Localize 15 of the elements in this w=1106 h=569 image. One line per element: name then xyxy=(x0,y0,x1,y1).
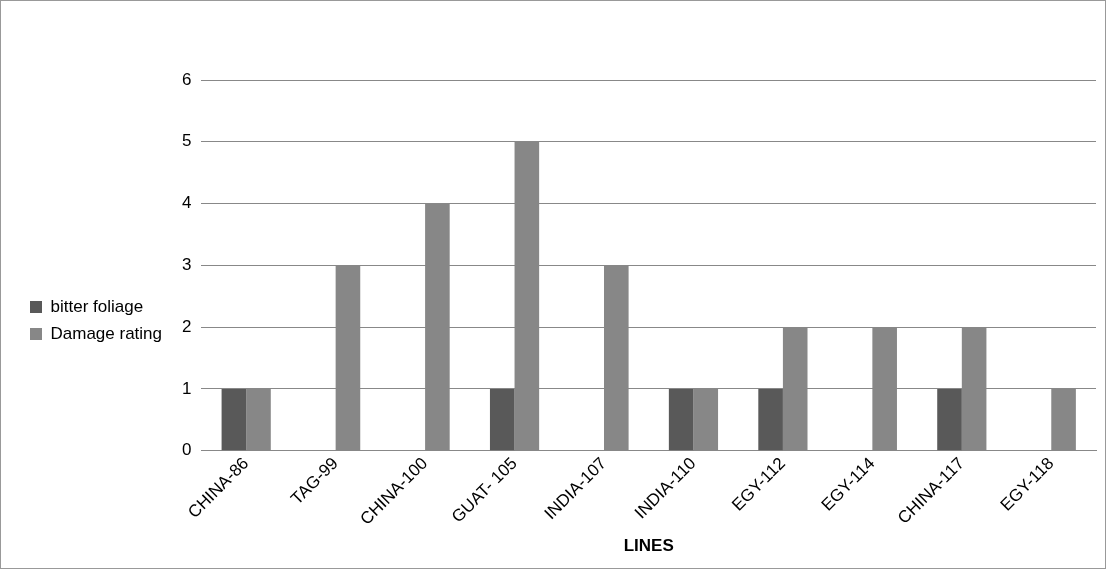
y-tick-label: 3 xyxy=(181,255,192,275)
legend-label: bitter foliage xyxy=(50,296,144,316)
legend-label: Damage rating xyxy=(50,323,163,343)
y-tick-label: 4 xyxy=(181,193,192,213)
y-tick-label: 0 xyxy=(181,440,192,460)
bar xyxy=(758,388,783,451)
bar xyxy=(489,388,515,451)
y-tick-label: 1 xyxy=(181,378,192,398)
y-tick-label: 5 xyxy=(181,131,192,151)
y-tick-label: 2 xyxy=(181,316,192,336)
y-tick-label: 6 xyxy=(181,69,192,89)
bar xyxy=(937,388,962,451)
bar xyxy=(668,388,694,451)
bar xyxy=(221,388,247,451)
x-axis-title: LINES xyxy=(623,536,674,556)
